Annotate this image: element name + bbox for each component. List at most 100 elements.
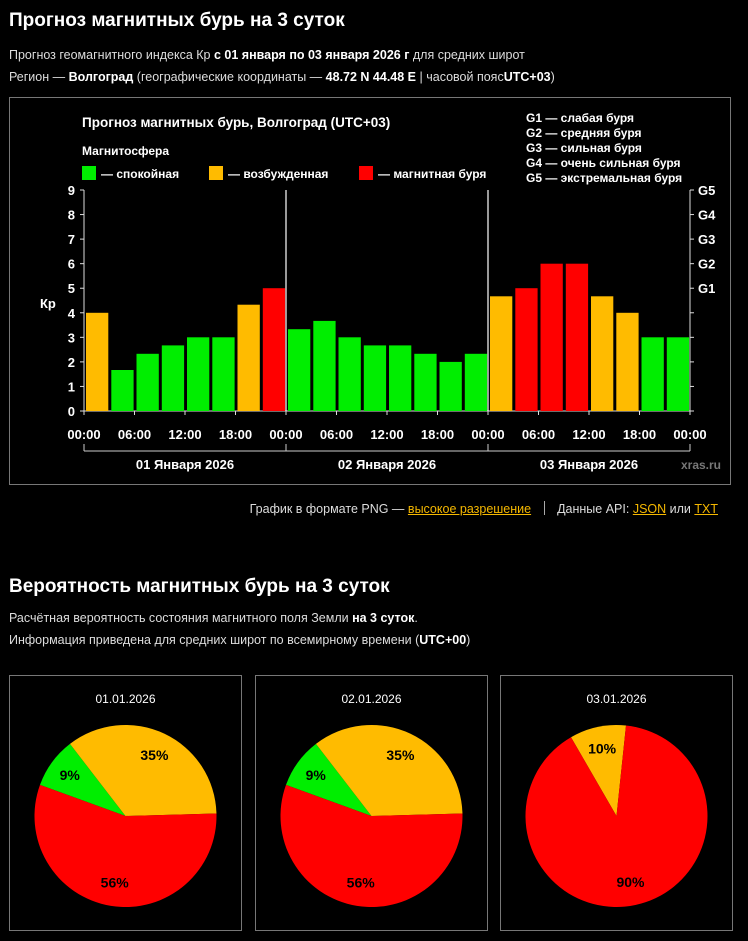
pie-date: 02.01.2026 — [341, 692, 402, 706]
y-axis-label: Кр — [40, 296, 56, 311]
region-line: Регион — Волгоград (географические коорд… — [9, 70, 555, 84]
y-tick-label: 3 — [68, 330, 75, 345]
legend-title: Магнитосфера — [82, 144, 169, 158]
timezone-prefix: | часовой пояс — [419, 70, 504, 84]
region-prefix: Регион — — [9, 70, 66, 84]
pie-date: 01.01.2026 — [95, 692, 156, 706]
kp-chart-frame: Прогноз магнитных бурь, Волгоград (UTC+0… — [9, 97, 731, 485]
storm-level-label: G4 — очень сильная буря — [526, 156, 681, 170]
day-label: 01 Января 2026 — [136, 457, 234, 472]
storm-level-tick: G5 — [698, 183, 715, 198]
x-tick-label: 06:00 — [522, 427, 555, 442]
kp-bar — [515, 288, 538, 411]
kp-bar — [338, 337, 361, 411]
period-dates: с 01 января по 03 января 2026 г — [213, 48, 410, 62]
pie-card-day-2: 02.01.2026 9% 35% 56% — [255, 675, 488, 931]
storm-level-label: G1 — слабая буря — [526, 111, 634, 125]
high-res-link[interactable]: высокое разрешение — [407, 502, 532, 516]
txt-link[interactable]: TXT — [694, 502, 718, 516]
kp-bar — [616, 312, 639, 411]
kp-bar — [363, 345, 387, 411]
probability-desc-2: Информация приведена для средних широт п… — [9, 633, 470, 647]
kp-bar — [565, 263, 589, 411]
region-coords: 48.72 N 44.48 E — [325, 70, 417, 84]
legend-swatch — [209, 166, 223, 180]
x-tick-label: 00:00 — [269, 427, 302, 442]
kp-bar — [237, 304, 260, 411]
pie-slice-label: 35% — [140, 747, 169, 763]
kp-bar — [540, 263, 563, 411]
api-or: или — [669, 502, 691, 516]
pie-slice-label: 9% — [306, 767, 327, 783]
pie-slice-label: 90% — [616, 874, 645, 890]
probability-title: Вероятность магнитных бурь на 3 суток — [9, 576, 390, 597]
storm-level-tick: G2 — [698, 257, 715, 272]
y-tick-label: 8 — [68, 208, 75, 223]
pie-slice-label: 35% — [386, 747, 415, 763]
pie-slice-quiet — [39, 743, 126, 816]
x-tick-label: 18:00 — [219, 427, 252, 442]
pie-slice-storm — [34, 784, 217, 908]
pie-chart-day-2: 9% 35% 56% — [280, 725, 463, 908]
kp-forecast-chart: Прогноз магнитных бурь, Волгоград (UTC+0… — [40, 111, 721, 472]
pie-slice-active — [571, 725, 627, 816]
pie-slice-active — [69, 725, 217, 816]
prob-line2-suffix: ) — [466, 633, 471, 647]
x-tick-label: 00:00 — [673, 427, 706, 442]
region-name: Волгоград — [68, 70, 134, 84]
prob-line1-suffix: . — [414, 611, 418, 625]
pie-slice-label: 56% — [347, 875, 376, 891]
day-label: 03 Января 2026 — [540, 457, 638, 472]
kp-bar — [313, 320, 336, 411]
watermark: xras.ru — [681, 458, 721, 472]
probability-desc-1: Расчётная вероятность состояния магнитно… — [9, 611, 418, 625]
y-tick-label: 5 — [68, 281, 75, 296]
storm-level-label: G3 — сильная буря — [526, 141, 642, 155]
pie-chart-day-3: 10% 90% — [525, 725, 708, 908]
x-tick-label: 18:00 — [623, 427, 656, 442]
legend-label: — возбужденная — [228, 167, 328, 181]
x-tick-label: 06:00 — [320, 427, 353, 442]
legend-label: — спокойная — [101, 167, 179, 181]
pie-card-day-3: 03.01.2026 10% 90% — [500, 675, 733, 931]
pie-chart-day-1: 9% 35% 56% — [34, 725, 217, 908]
y-tick-label: 7 — [68, 232, 75, 247]
storm-level-label: G2 — средняя буря — [526, 126, 642, 140]
pie-card-day-1: 01.01.2026 9% 35% 56% — [9, 675, 242, 931]
period-suffix: для средних широт — [412, 48, 525, 62]
pie-slice-label: 9% — [60, 767, 81, 783]
region-timezone: UTC+03 — [503, 70, 551, 84]
page-title: Прогноз магнитных бурь на 3 суток — [9, 10, 345, 31]
x-tick-label: 18:00 — [421, 427, 454, 442]
kp-bar — [136, 353, 159, 411]
prob-line1-prefix: Расчётная вероятность состояния магнитно… — [9, 611, 349, 625]
prob-line2-prefix: Информация приведена для средних широт п… — [9, 633, 420, 647]
y-tick-label: 2 — [68, 355, 75, 370]
pie-slice-storm — [525, 725, 708, 908]
json-link[interactable]: JSON — [632, 502, 667, 516]
coords-prefix: (географические координаты — — [136, 70, 323, 84]
png-prefix: График в формате PNG — — [249, 502, 405, 516]
kp-bar — [86, 312, 109, 411]
kp-bar — [464, 353, 488, 411]
y-tick-label: 9 — [68, 183, 75, 198]
api-prefix: Данные API: — [557, 502, 630, 516]
y-tick-label: 4 — [68, 306, 76, 321]
kp-bar — [641, 337, 664, 411]
kp-bar — [490, 296, 513, 411]
y-tick-label: 0 — [68, 404, 75, 419]
pie-slice-label: 56% — [101, 875, 130, 891]
y-tick-label: 6 — [68, 257, 75, 272]
links-divider — [543, 501, 545, 515]
pie-date: 03.01.2026 — [586, 692, 647, 706]
kp-bar — [414, 353, 437, 411]
pie-slice-active — [315, 725, 463, 816]
kp-bar — [111, 370, 134, 411]
storm-level-tick: G1 — [698, 281, 715, 296]
pie-slice-quiet — [285, 743, 372, 816]
y-tick-label: 1 — [68, 379, 75, 394]
prob-line1-bold: на 3 суток — [352, 611, 415, 625]
x-tick-label: 12:00 — [370, 427, 403, 442]
x-tick-label: 00:00 — [471, 427, 504, 442]
kp-bar — [262, 288, 286, 411]
